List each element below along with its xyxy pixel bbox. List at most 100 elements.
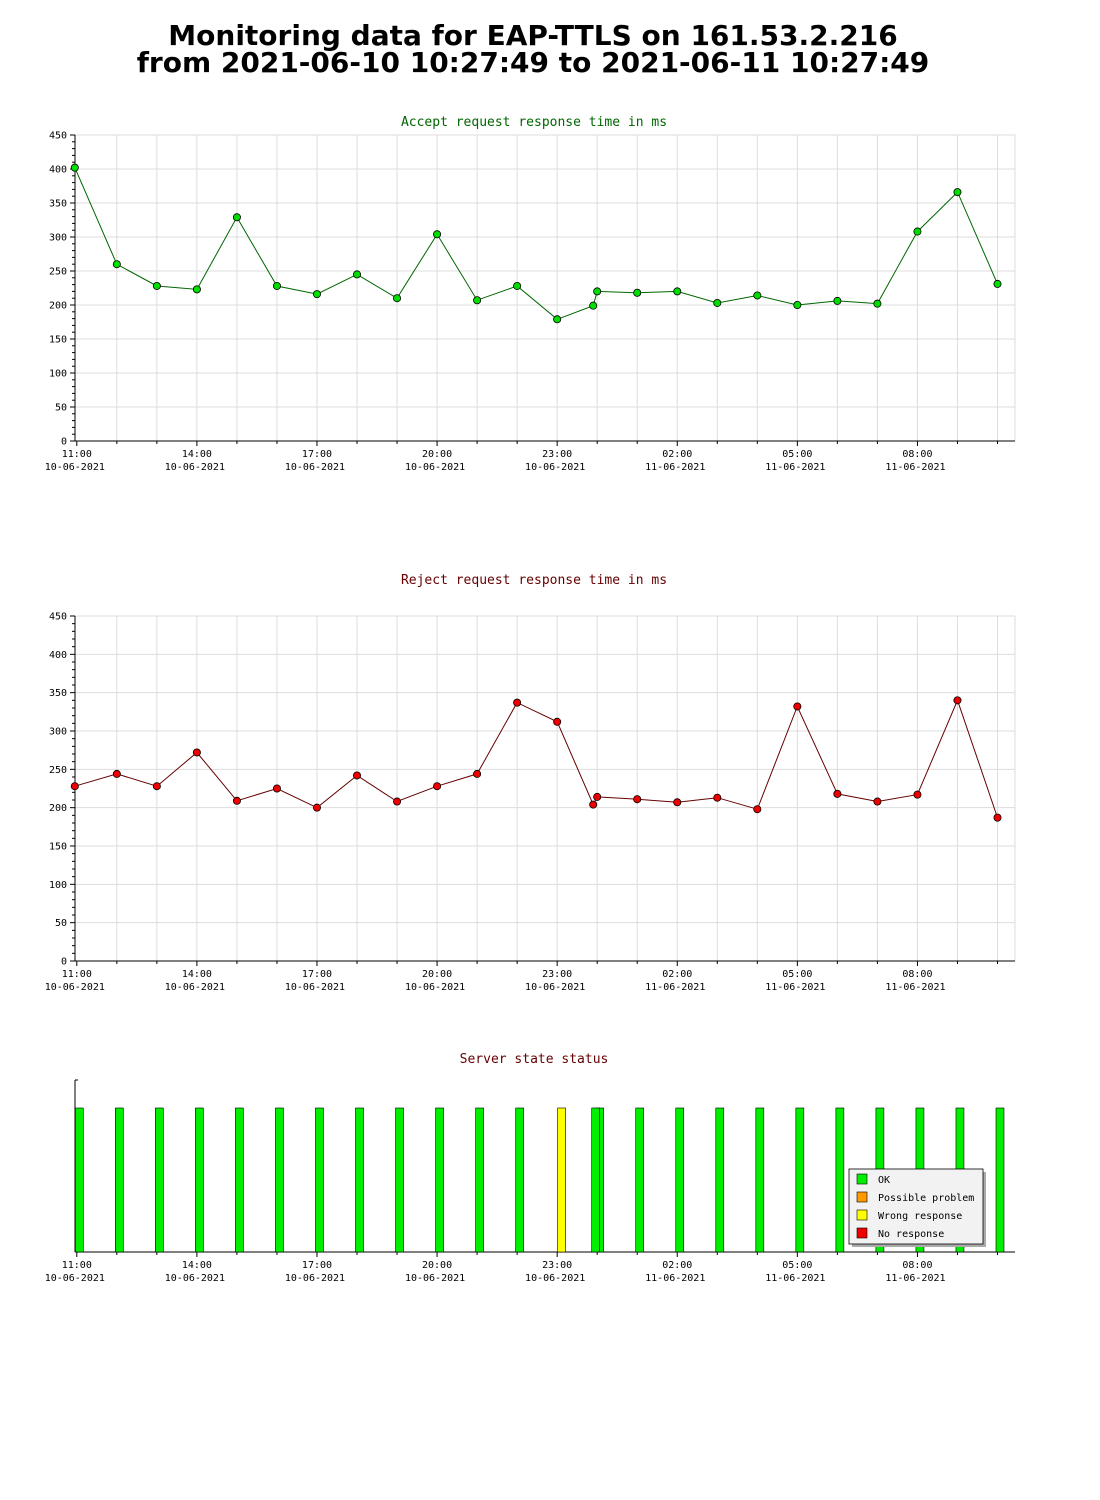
x-tick-label-time: 23:00 (542, 969, 572, 980)
x-tick-label-time: 17:00 (302, 969, 332, 980)
status-bar (995, 1107, 1005, 1253)
status-bar (475, 1107, 484, 1253)
legend-label: No response (878, 1229, 944, 1240)
status-bar (155, 1107, 164, 1253)
x-tick-label-date: 11-06-2021 (645, 982, 705, 993)
x-tick-label-time: 23:00 (542, 449, 572, 460)
y-tick-label: 350 (49, 688, 67, 699)
data-point (633, 288, 642, 297)
data-point (873, 299, 882, 308)
status-bar (115, 1107, 124, 1253)
x-tick-label-time: 11:00 (62, 449, 92, 460)
chart-title: Reject request response time in ms (401, 573, 667, 588)
data-point (152, 782, 161, 791)
x-tick-label-time: 08:00 (902, 449, 932, 460)
data-point (953, 188, 962, 197)
status-bar (715, 1107, 725, 1253)
y-tick-label: 400 (49, 650, 67, 661)
x-tick-label-date: 11-06-2021 (885, 462, 945, 473)
y-tick-label: 100 (49, 880, 67, 891)
data-point (913, 790, 922, 799)
data-point (753, 291, 762, 300)
x-tick-label-date: 10-06-2021 (525, 982, 585, 993)
y-tick-label: 250 (49, 765, 67, 776)
x-tick-label-time: 02:00 (662, 1260, 692, 1271)
y-tick-label: 0 (61, 437, 67, 448)
x-tick-label-time: 08:00 (902, 1260, 932, 1271)
data-point (393, 797, 402, 806)
data-point (593, 287, 602, 296)
data-point (312, 803, 321, 812)
legend-swatch (856, 1191, 868, 1203)
x-tick-label-date: 10-06-2021 (525, 1273, 585, 1284)
x-tick-label-date: 10-06-2021 (45, 982, 105, 993)
x-tick-label-time: 14:00 (182, 1260, 212, 1271)
x-tick-label-date: 11-06-2021 (645, 462, 705, 473)
x-tick-label-date: 10-06-2021 (165, 982, 225, 993)
data-point (673, 798, 682, 807)
y-tick-label: 450 (49, 612, 67, 623)
data-point (192, 285, 201, 294)
y-tick-label: 200 (49, 301, 67, 312)
legend-swatch (856, 1227, 868, 1239)
x-tick-label-time: 14:00 (182, 449, 212, 460)
data-point (793, 702, 802, 711)
x-tick-label-time: 05:00 (782, 1260, 812, 1271)
x-tick-label-date: 10-06-2021 (285, 982, 345, 993)
data-point (70, 782, 79, 791)
x-tick-label-time: 11:00 (62, 1260, 92, 1271)
status-bar (795, 1107, 805, 1253)
y-tick-label: 350 (49, 199, 67, 210)
y-tick-label: 0 (61, 957, 67, 968)
status-bar (315, 1107, 324, 1253)
x-tick-label-date: 11-06-2021 (885, 982, 945, 993)
data-point (873, 797, 882, 806)
x-tick-label-time: 11:00 (62, 969, 92, 980)
data-point (312, 290, 321, 299)
y-tick-label: 150 (49, 335, 67, 346)
status-bar (235, 1107, 244, 1253)
x-tick-label-date: 10-06-2021 (285, 462, 345, 473)
data-point (993, 279, 1002, 288)
data-point (713, 298, 722, 307)
data-point (393, 294, 402, 303)
x-tick-label-time: 20:00 (422, 969, 452, 980)
x-tick-label-date: 10-06-2021 (405, 982, 465, 993)
x-tick-label-time: 05:00 (782, 449, 812, 460)
data-point (152, 281, 161, 290)
x-tick-label-date: 11-06-2021 (885, 1273, 945, 1284)
status-bar (75, 1107, 84, 1253)
y-tick-label: 250 (49, 267, 67, 278)
series-line (74, 698, 998, 818)
y-tick-label: 450 (49, 131, 67, 142)
y-tick-label: 300 (49, 727, 67, 738)
data-point (589, 800, 598, 809)
y-tick-label: 50 (55, 918, 67, 929)
data-point (192, 748, 201, 757)
data-point (553, 315, 562, 324)
data-point (553, 717, 562, 726)
status-bar (395, 1107, 404, 1253)
data-point (433, 782, 442, 791)
legend-label: OK (878, 1175, 890, 1186)
legend-swatch (856, 1209, 868, 1221)
data-point (993, 813, 1002, 822)
data-point (272, 281, 281, 290)
data-point (589, 301, 598, 310)
data-point (272, 784, 281, 793)
y-tick-label: 200 (49, 803, 67, 814)
status-bar (557, 1107, 566, 1253)
status-bar (835, 1107, 845, 1253)
status-bar (675, 1107, 685, 1253)
legend-swatch (856, 1173, 868, 1185)
chart-title: Accept request response time in ms (401, 115, 667, 130)
x-tick-label-date: 11-06-2021 (645, 1273, 705, 1284)
data-point (913, 227, 922, 236)
x-tick-label-time: 02:00 (662, 969, 692, 980)
x-tick-label-date: 10-06-2021 (525, 462, 585, 473)
data-point (713, 793, 722, 802)
status-bar (195, 1107, 204, 1253)
data-point (753, 805, 762, 814)
y-tick-label: 400 (49, 165, 67, 176)
